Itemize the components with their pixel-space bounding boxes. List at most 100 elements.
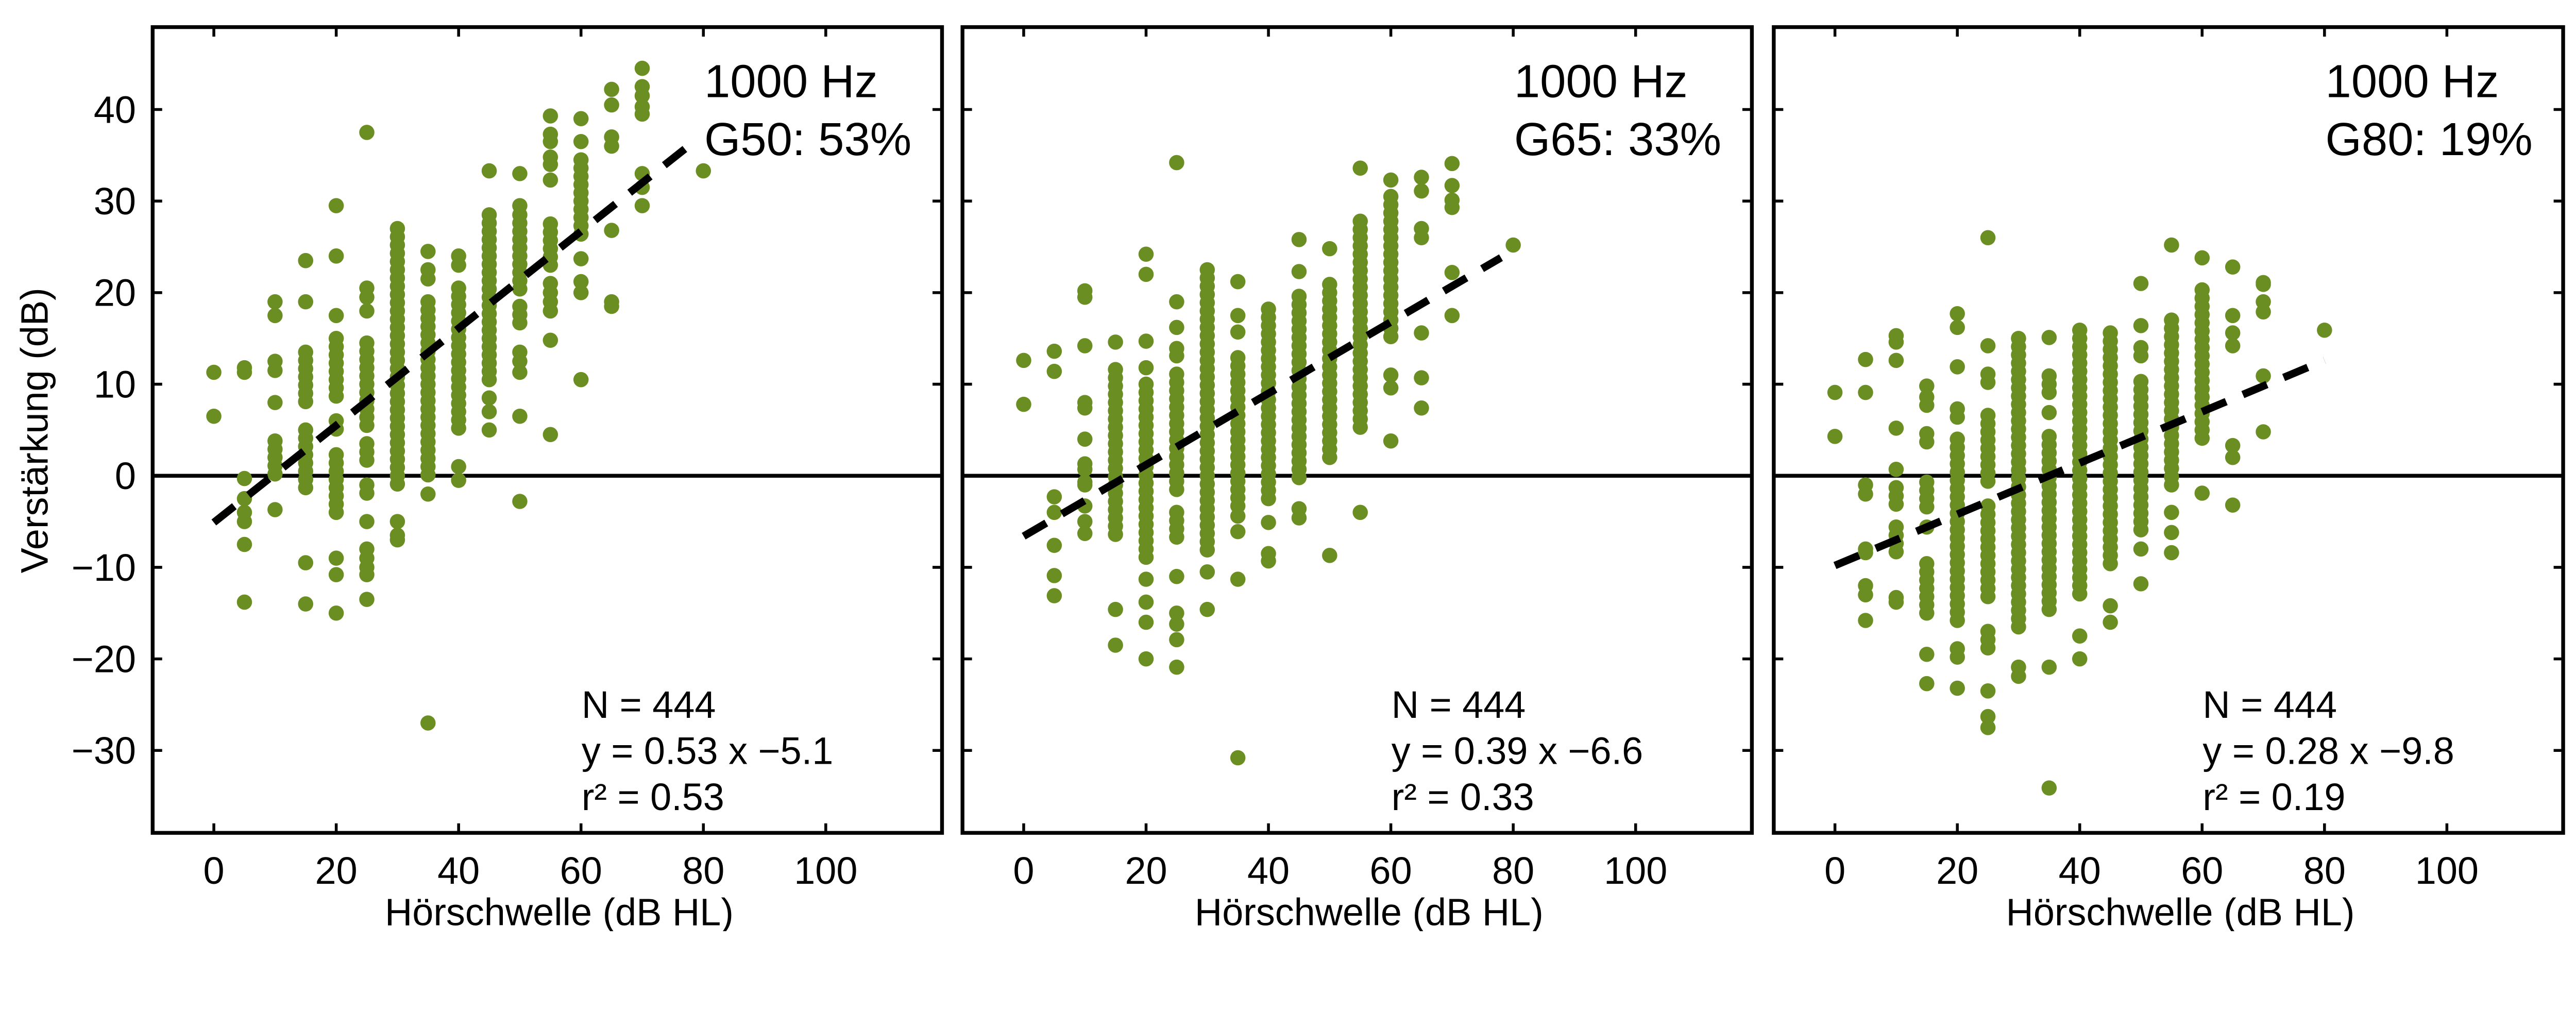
data-point [2256,304,2271,319]
n-annotation: N = 444 [2202,683,2337,726]
x-tick-label: 80 [682,849,724,892]
data-point [389,532,405,548]
data-point [1352,505,1368,520]
data-point [1138,360,1154,376]
data-point [1046,505,1062,520]
data-point [328,308,344,324]
data-point [1291,264,1307,279]
data-point [2011,668,2026,684]
y-tick-label: 0 [115,455,136,497]
data-point [1138,614,1154,630]
data-point [573,285,589,300]
data-point [420,467,436,483]
data-point [1230,498,1246,514]
data-point [236,594,252,610]
data-point [1169,529,1184,545]
scatter-panel-2: 0 20 40 60 80 100 Hörschwelle (dB HL) 1000 Hz G6… [960,25,1754,931]
data-point [2041,384,2057,400]
data-point [2103,556,2118,571]
data-point [2072,628,2088,644]
data-point [1169,632,1184,648]
x-tick-label: 0 [1824,849,1845,892]
data-point [236,514,252,529]
data-point [298,253,313,268]
data-point [2133,576,2149,592]
data-point [1046,343,1062,359]
data-point [1169,155,1184,171]
x-tick-label: 20 [315,849,358,892]
data-point [1444,265,1460,280]
data-point [573,133,589,149]
data-point [1322,449,1337,465]
data-point [1383,380,1399,396]
data-point [2041,601,2057,617]
data-point [1352,160,1368,176]
data-point [1444,308,1460,324]
data-point [604,97,619,113]
x-tick-label: 40 [1247,849,1290,892]
data-point [1016,352,1031,368]
data-point [604,298,619,314]
data-point [298,480,313,496]
data-point [1414,325,1429,341]
data-point [267,466,283,482]
data-point [1138,549,1154,565]
data-point [236,364,252,380]
data-point [236,491,252,507]
x-tick-label: 0 [1013,849,1034,892]
data-point [451,421,466,436]
y-axis-label: Verstärkung (dB) [13,288,56,573]
data-point [420,715,436,731]
data-point [1950,306,1965,322]
regression-line [1833,357,2326,569]
data-point [328,567,344,582]
data-point [267,502,283,517]
data-point [573,251,589,266]
equation-annotation: y = 0.53 x −5.1 [582,729,833,772]
data-point [1230,571,1246,587]
data-point [1980,640,1996,656]
data-point [2041,405,2057,421]
data-point [2133,348,2149,364]
data-point [1230,274,1246,290]
data-point [543,157,558,172]
x-tick-label: 20 [1125,849,1167,892]
scatter-panel-3: 0 20 40 60 80 100 Hörschwelle (dB HL) 1000 Hz G8… [1772,25,2565,931]
data-point [298,294,313,310]
data-point [389,476,405,492]
data-point [2041,780,2057,796]
data-point [1414,170,1429,185]
data-point [1016,396,1031,412]
data-point [634,106,650,122]
data-point [1383,433,1399,449]
x-tick-label: 60 [2181,849,2223,892]
data-point [1888,594,1904,610]
data-point [1138,594,1154,610]
axes-frame [1772,25,2565,835]
data-point [1919,434,1935,450]
data-point [267,308,283,324]
axes-frame [960,25,1754,835]
data-point [2194,250,2210,266]
data-point [359,567,375,582]
data-point [1919,605,1935,621]
data-point [1444,156,1460,172]
data-point [2133,276,2149,291]
data-point [604,223,619,238]
figure: Verstärkung (dB) 0 20 40 60 80 100−30−20−1001… [13,25,2565,931]
data-point [1138,266,1154,282]
data-point [298,596,313,612]
data-point [328,505,344,520]
data-point [2317,322,2332,338]
data-point [1919,646,1935,662]
data-point [2103,598,2118,614]
data-point [1291,510,1307,526]
data-point [389,514,405,529]
data-point [2225,497,2241,513]
x-tick-label: 40 [437,849,480,892]
data-point [1108,601,1123,617]
x-tick-label: 0 [204,849,225,892]
data-point [512,315,528,331]
data-point [512,364,528,380]
data-point [2164,477,2179,493]
